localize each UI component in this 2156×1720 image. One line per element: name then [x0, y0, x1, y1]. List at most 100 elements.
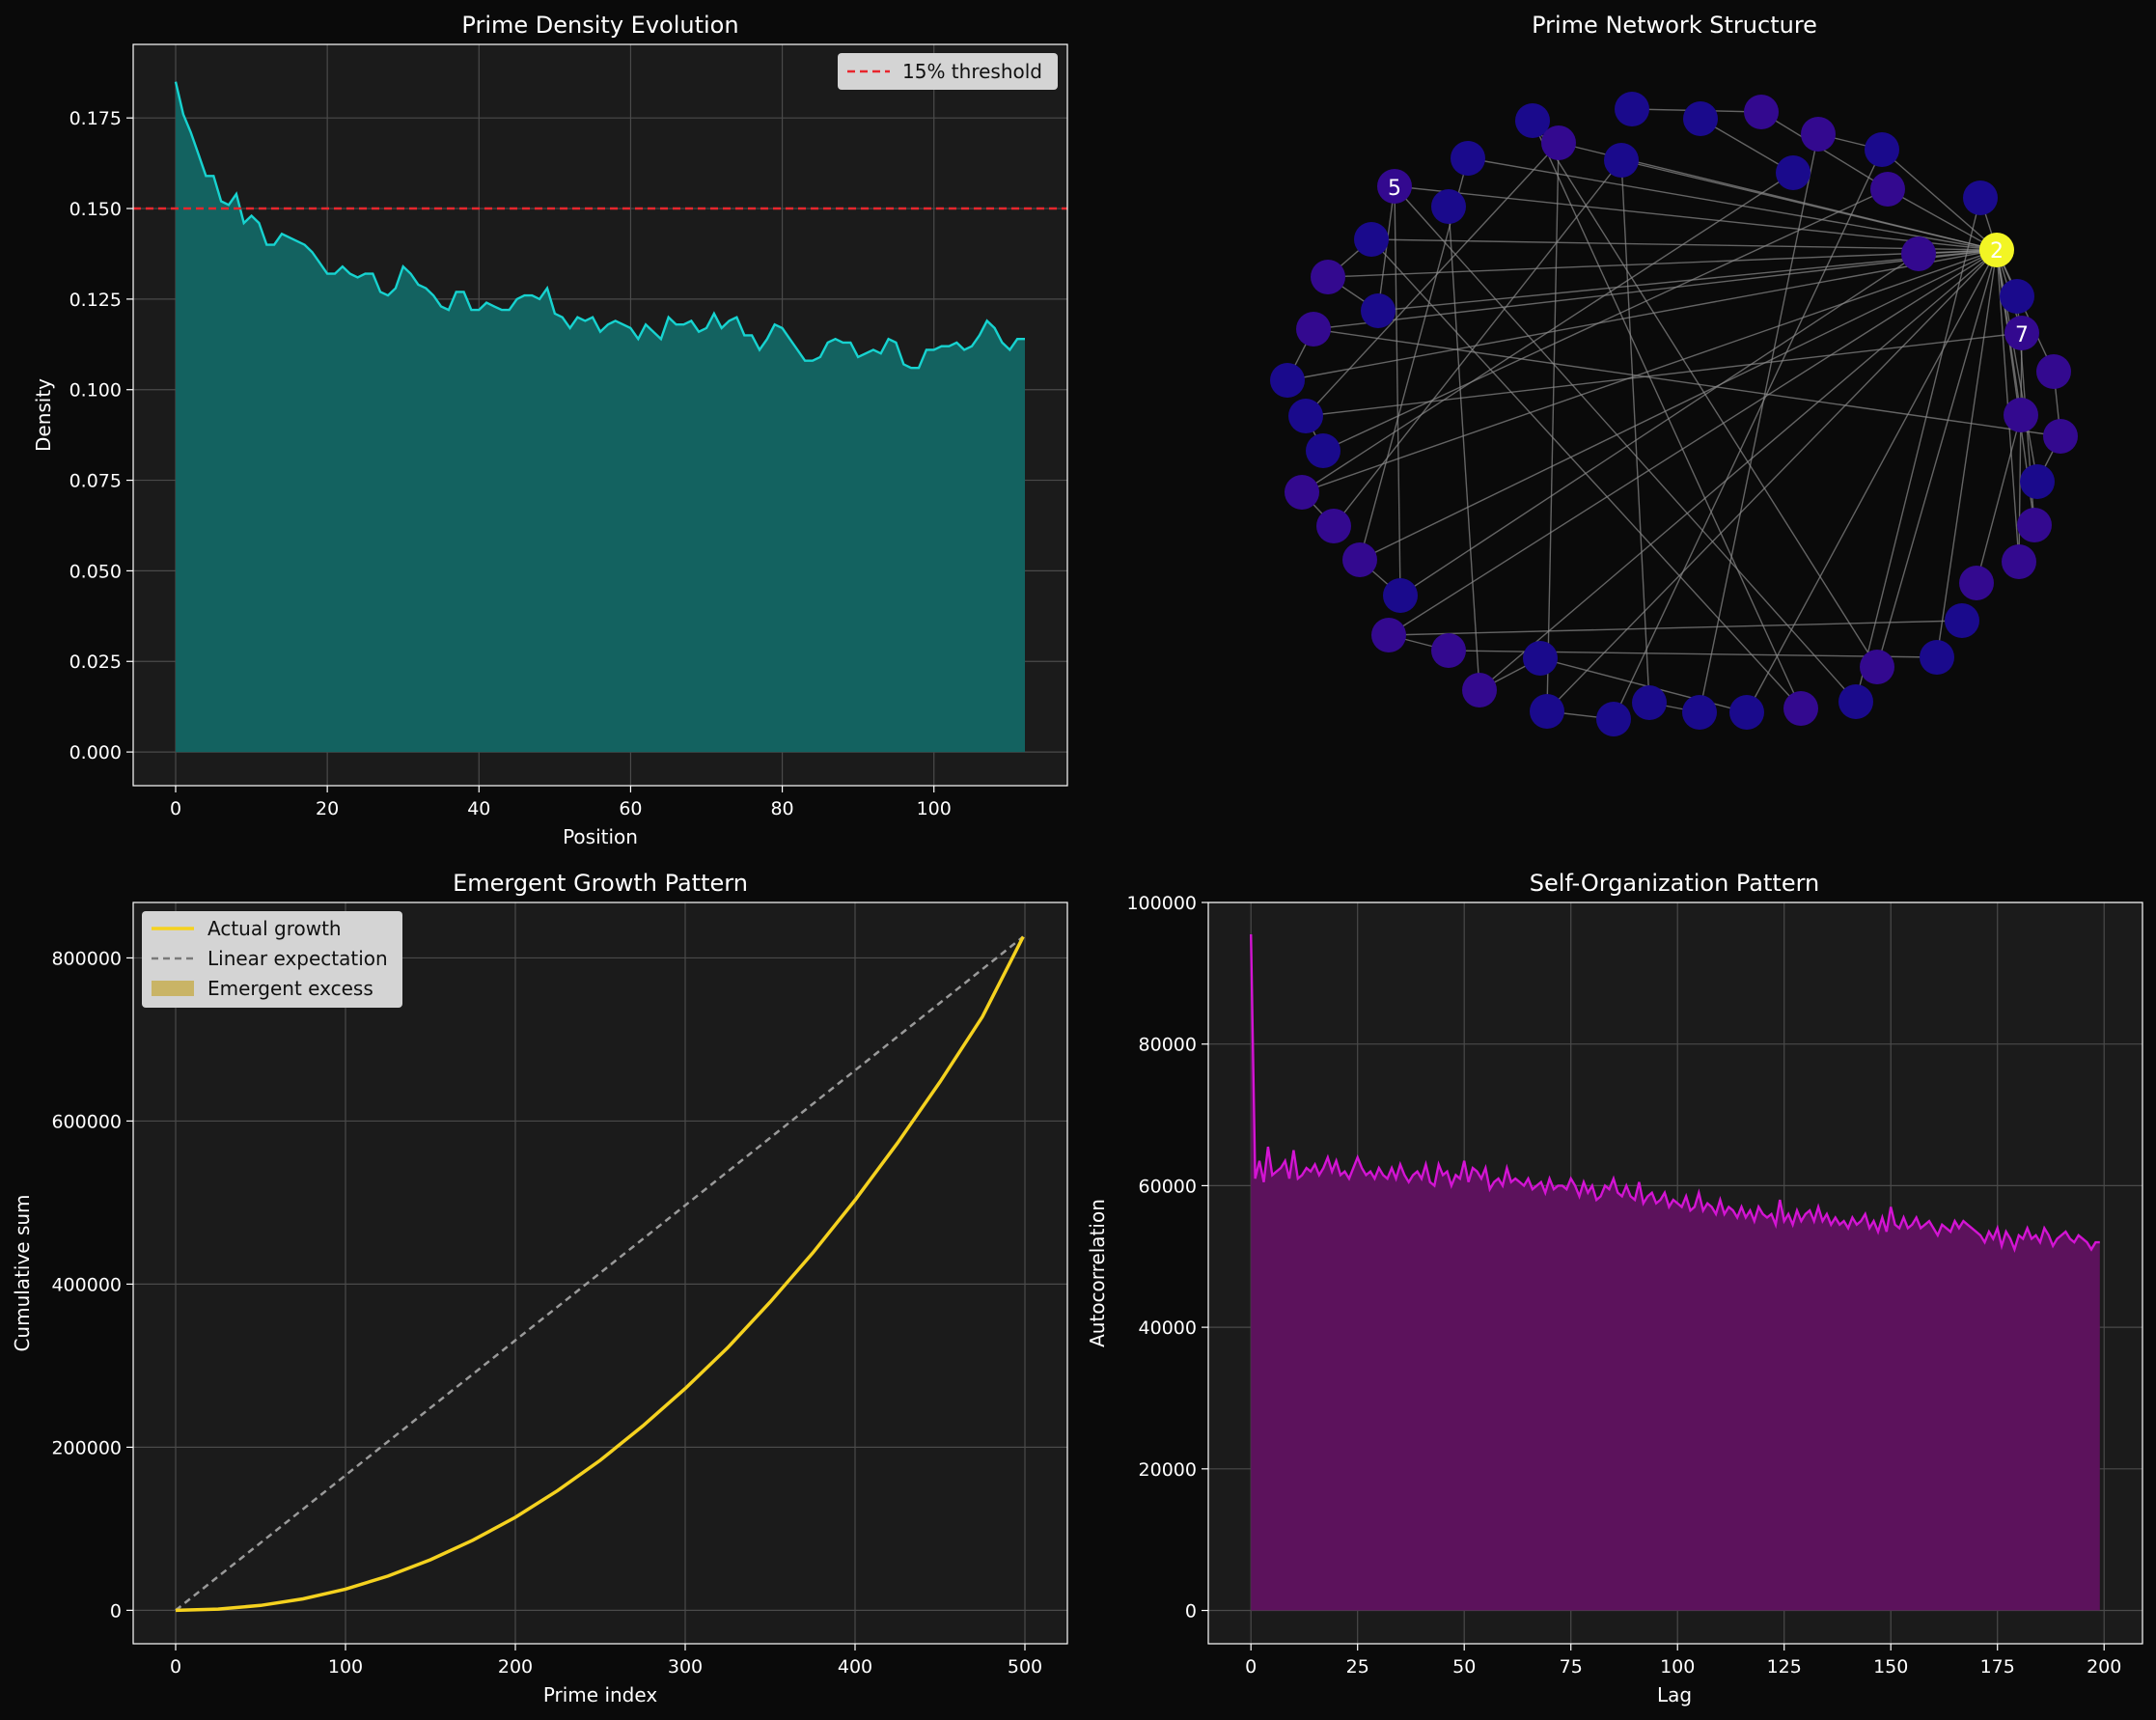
- x-tick-label: 20: [316, 798, 339, 819]
- x-tick-label: 100: [1660, 1656, 1695, 1678]
- x-tick-label: 75: [1560, 1656, 1583, 1678]
- actual-growth-line: [175, 935, 1025, 1613]
- y-tick-label: 0: [1185, 1601, 1197, 1623]
- y-tick-label: 0.050: [69, 561, 122, 582]
- network-node: [1354, 222, 1389, 257]
- legend-entry: Emergent excess: [207, 977, 373, 1000]
- y-tick-label: 100000: [1126, 893, 1197, 914]
- network-node: [1451, 141, 1485, 176]
- network-node: [2043, 419, 2078, 454]
- network-edge: [1399, 253, 1920, 596]
- network-edge: [1305, 332, 2023, 417]
- network-edge: [1936, 249, 1998, 658]
- legend-excess-swatch: [152, 981, 194, 996]
- chart-title: Self-Organization Pattern: [1530, 870, 1820, 897]
- network-edge: [1546, 142, 1560, 712]
- plot-area: [133, 902, 1067, 1644]
- axes: 0 25 50 75 100 125 150 175 200 0 20000 40000 60000 80…: [1126, 893, 2121, 1678]
- chart-title: Prime Density Evolution: [461, 12, 738, 39]
- y-tick-label: 80000: [1139, 1035, 1197, 1056]
- network-node: [1462, 673, 1497, 707]
- prime-density-panel: Prime Density Evolution 0 20 40 60 80 100 0.00…: [32, 12, 1068, 848]
- y-axis-label: Density: [32, 378, 55, 452]
- y-tick-label: 0.100: [69, 380, 122, 402]
- network-node: [1963, 180, 1998, 215]
- network-node: [1920, 640, 1954, 675]
- network-edge: [1876, 249, 1998, 668]
- self-organization-panel: Self-Organization Pattern 0 25 50 75 100 125 1…: [1086, 870, 2143, 1706]
- network-edge: [1313, 249, 1998, 330]
- network-node: [1632, 685, 1667, 720]
- network-edge: [1301, 249, 1998, 493]
- x-tick-label: 300: [668, 1656, 703, 1678]
- x-axis-label: Lag: [1657, 1683, 1692, 1706]
- network-edge: [1546, 249, 1998, 712]
- legend-box: [142, 911, 402, 1008]
- y-tick-label: 0.125: [69, 290, 122, 311]
- chart-title: Emergent Growth Pattern: [453, 870, 748, 897]
- network-edge: [1322, 188, 1889, 452]
- network-edge: [1448, 206, 1480, 691]
- network-edge: [1394, 185, 1998, 251]
- x-tick-label: 40: [467, 798, 490, 819]
- network-node: [1865, 132, 1899, 167]
- autocorrelation-area: [1251, 934, 2100, 1611]
- legend-box: [838, 53, 1058, 90]
- linear-expectation-line: [175, 935, 1025, 1612]
- network-edge: [1976, 414, 2022, 584]
- legend-entry: 15% threshold: [902, 60, 1042, 83]
- y-tick-label: 600000: [51, 1111, 122, 1132]
- x-tick-label: 50: [1452, 1656, 1476, 1678]
- network-node: [1530, 694, 1564, 729]
- y-tick-label: 0.175: [69, 108, 122, 129]
- network-node: [1311, 260, 1345, 294]
- network-node: [1285, 475, 1319, 510]
- network-edge: [1388, 620, 1963, 636]
- density-line: [174, 81, 1025, 370]
- network-node: [1945, 603, 1979, 638]
- axes: 0 20 40 60 80 100 0.000 0.025 0.050 0.075 0.100 0.1…: [69, 108, 952, 819]
- network-node: [1316, 509, 1351, 543]
- autocorrelation-line: [1250, 933, 2100, 1254]
- network-node: [1744, 95, 1779, 129]
- network-node: [1959, 566, 1994, 600]
- y-tick-label: 0.075: [69, 471, 122, 492]
- x-tick-label: 0: [170, 1656, 181, 1678]
- network-node: [1838, 684, 1873, 719]
- x-tick-label: 500: [1008, 1656, 1042, 1678]
- chart-title: Prime Network Structure: [1532, 12, 1817, 39]
- network-edge: [1301, 172, 1794, 493]
- network-node: [2002, 544, 2036, 579]
- network-edge: [1359, 249, 1998, 561]
- x-tick-label: 200: [498, 1656, 533, 1678]
- network-nodes: [1270, 92, 2078, 736]
- network-node: [2020, 464, 2055, 499]
- network-edge: [1370, 238, 1802, 709]
- network-node: [1383, 578, 1418, 613]
- network-edge: [1855, 197, 1981, 703]
- network-node: [1361, 293, 1396, 328]
- data-marks: [133, 81, 1067, 753]
- network-node: [2036, 354, 2071, 389]
- y-tick-label: 400000: [51, 1274, 122, 1295]
- y-axis-label: Cumulative sum: [11, 1194, 34, 1351]
- x-tick-label: 25: [1346, 1656, 1369, 1678]
- network-node: [1270, 363, 1305, 398]
- network-node: [2004, 316, 2039, 350]
- y-tick-label: 60000: [1139, 1176, 1197, 1197]
- network-edge: [1613, 149, 1883, 720]
- y-tick-label: 200000: [51, 1437, 122, 1458]
- network-node: [1541, 125, 1576, 160]
- network-node: [1342, 542, 1377, 577]
- network-node: [1596, 702, 1631, 736]
- x-axis-label: Prime index: [543, 1683, 658, 1706]
- legend: Actual growth Linear expectation Emergen…: [142, 911, 402, 1008]
- y-tick-label: 0: [110, 1600, 122, 1622]
- network-edge: [1760, 111, 1889, 190]
- x-tick-label: 125: [1767, 1656, 1802, 1678]
- network-node: [1615, 92, 1649, 126]
- plot-frame: [132, 43, 1068, 787]
- y-axis-label: Autocorrelation: [1086, 1199, 1109, 1347]
- emergent-growth-panel: Emergent Growth Pattern 0 100 200 300 400 500…: [11, 870, 1068, 1706]
- node-label: 7: [2015, 323, 2029, 347]
